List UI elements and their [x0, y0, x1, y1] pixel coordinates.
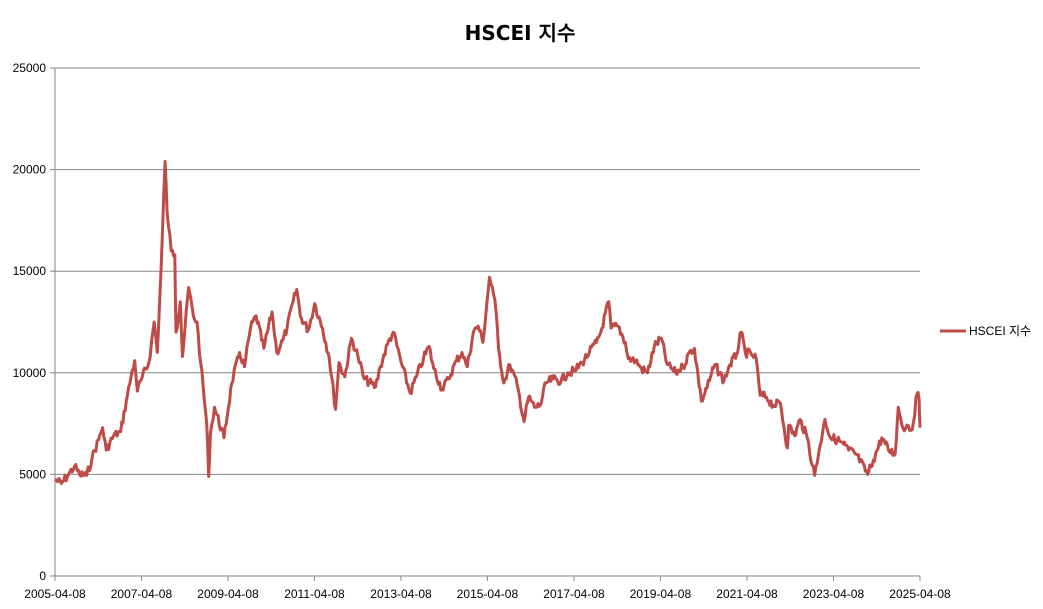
- y-tick-label: 5000: [19, 467, 46, 481]
- y-tick-label: 0: [39, 569, 46, 583]
- x-tick-label: 2007-04-08: [111, 587, 173, 601]
- x-tick-label: 2005-04-08: [24, 587, 86, 601]
- x-tick-label: 2009-04-08: [197, 587, 259, 601]
- y-axis-ticks: 0 5000 10000 15000 20000 25000: [13, 61, 55, 583]
- y-tick-label: 15000: [13, 264, 47, 278]
- x-tick-label: 2019-04-08: [630, 587, 692, 601]
- x-tick-label: 2013-04-08: [370, 587, 432, 601]
- x-tick-label: 2021-04-08: [716, 587, 778, 601]
- x-tick-label: 2025-04-08: [889, 587, 951, 601]
- legend: HSCEI 지수: [940, 324, 1031, 338]
- x-tick-label: 2015-04-08: [457, 587, 519, 601]
- x-tick-label: 2011-04-08: [284, 587, 345, 601]
- legend-label: HSCEI 지수: [969, 324, 1031, 338]
- x-tick-label: 2023-04-08: [803, 587, 865, 601]
- y-tick-label: 10000: [13, 366, 47, 380]
- series-line-hscei: [54, 160, 922, 485]
- y-tick-label: 20000: [13, 163, 47, 177]
- x-axis-ticks: 2005-04-08 2007-04-08 2009-04-08 2011-04-08…: [24, 576, 951, 601]
- chart-title: HSCEI 지수: [465, 21, 576, 45]
- gridlines: [55, 67, 920, 475]
- y-tick-label: 25000: [13, 61, 47, 75]
- x-tick-label: 2017-04-08: [543, 587, 605, 601]
